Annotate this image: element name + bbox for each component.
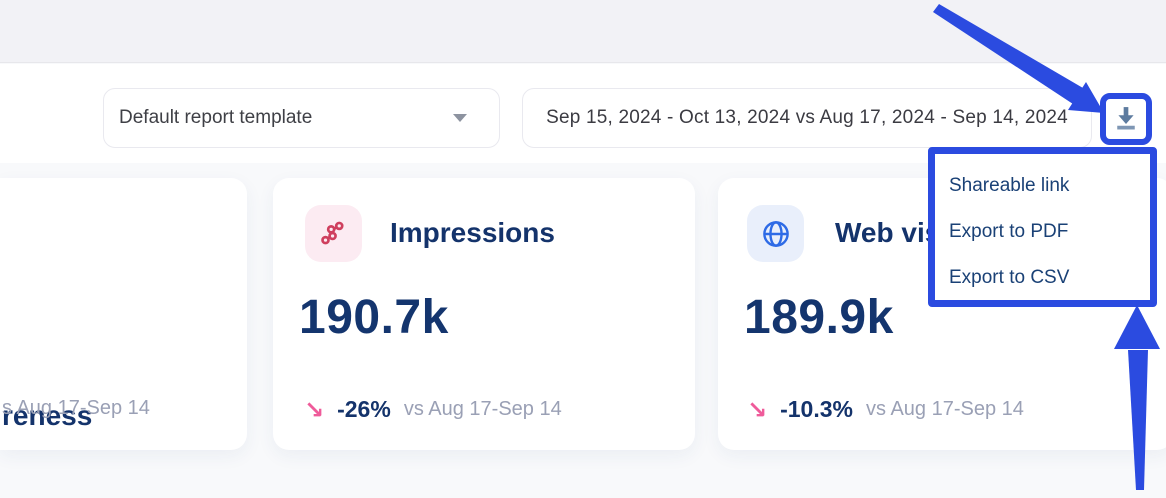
delta-percent: -10.3% [780, 396, 853, 422]
comparison-period: vs Aug 17-Sep 14 [865, 398, 1024, 420]
date-range-selector[interactable]: Sep 15, 2024 - Oct 13, 2024 vs Aug 17, 2… [522, 88, 1092, 148]
menu-item-export-pdf[interactable]: Export to PDF [949, 220, 1069, 242]
metric-card-web-visits: Web visits 189.9k ↘ -10.3% vs Aug 17-Sep… [718, 178, 1166, 450]
export-menu: Shareable link Export to PDF Export to C… [928, 147, 1157, 307]
globe-icon [747, 205, 804, 262]
export-button[interactable] [1100, 93, 1152, 145]
trend-down-icon: ↘ [747, 395, 768, 424]
menu-item-shareable-link[interactable]: Shareable link [949, 174, 1070, 196]
date-range-value: Sep 15, 2024 - Oct 13, 2024 vs Aug 17, 2… [546, 107, 1068, 128]
card-title: Impressions [390, 217, 555, 248]
download-icon [1112, 103, 1140, 136]
top-strip [0, 0, 1166, 63]
card-value: 190.7k [299, 291, 449, 344]
card-value: 189.9k [744, 291, 894, 344]
comparison-period: vs Aug 17-Sep 14 [403, 398, 562, 420]
chevron-down-icon [453, 114, 467, 122]
menu-item-export-csv[interactable]: Export to CSV [949, 266, 1070, 288]
metric-card-impressions: Impressions 190.7k ↘ -26% vs Aug 17-Sep … [273, 178, 695, 450]
report-template-dropdown[interactable]: Default report template [103, 88, 500, 148]
delta-percent: -26% [337, 396, 391, 422]
report-template-value: Default report template [119, 107, 313, 128]
metric-card-awareness-partial: reness s Aug 17-Sep 14 [0, 178, 247, 450]
card-title-fragment: reness [2, 400, 93, 431]
network-nodes-icon [305, 205, 362, 262]
comparison-period-fragment: s Aug 17-Sep 14 [2, 397, 150, 419]
trend-down-icon: ↘ [304, 395, 325, 424]
